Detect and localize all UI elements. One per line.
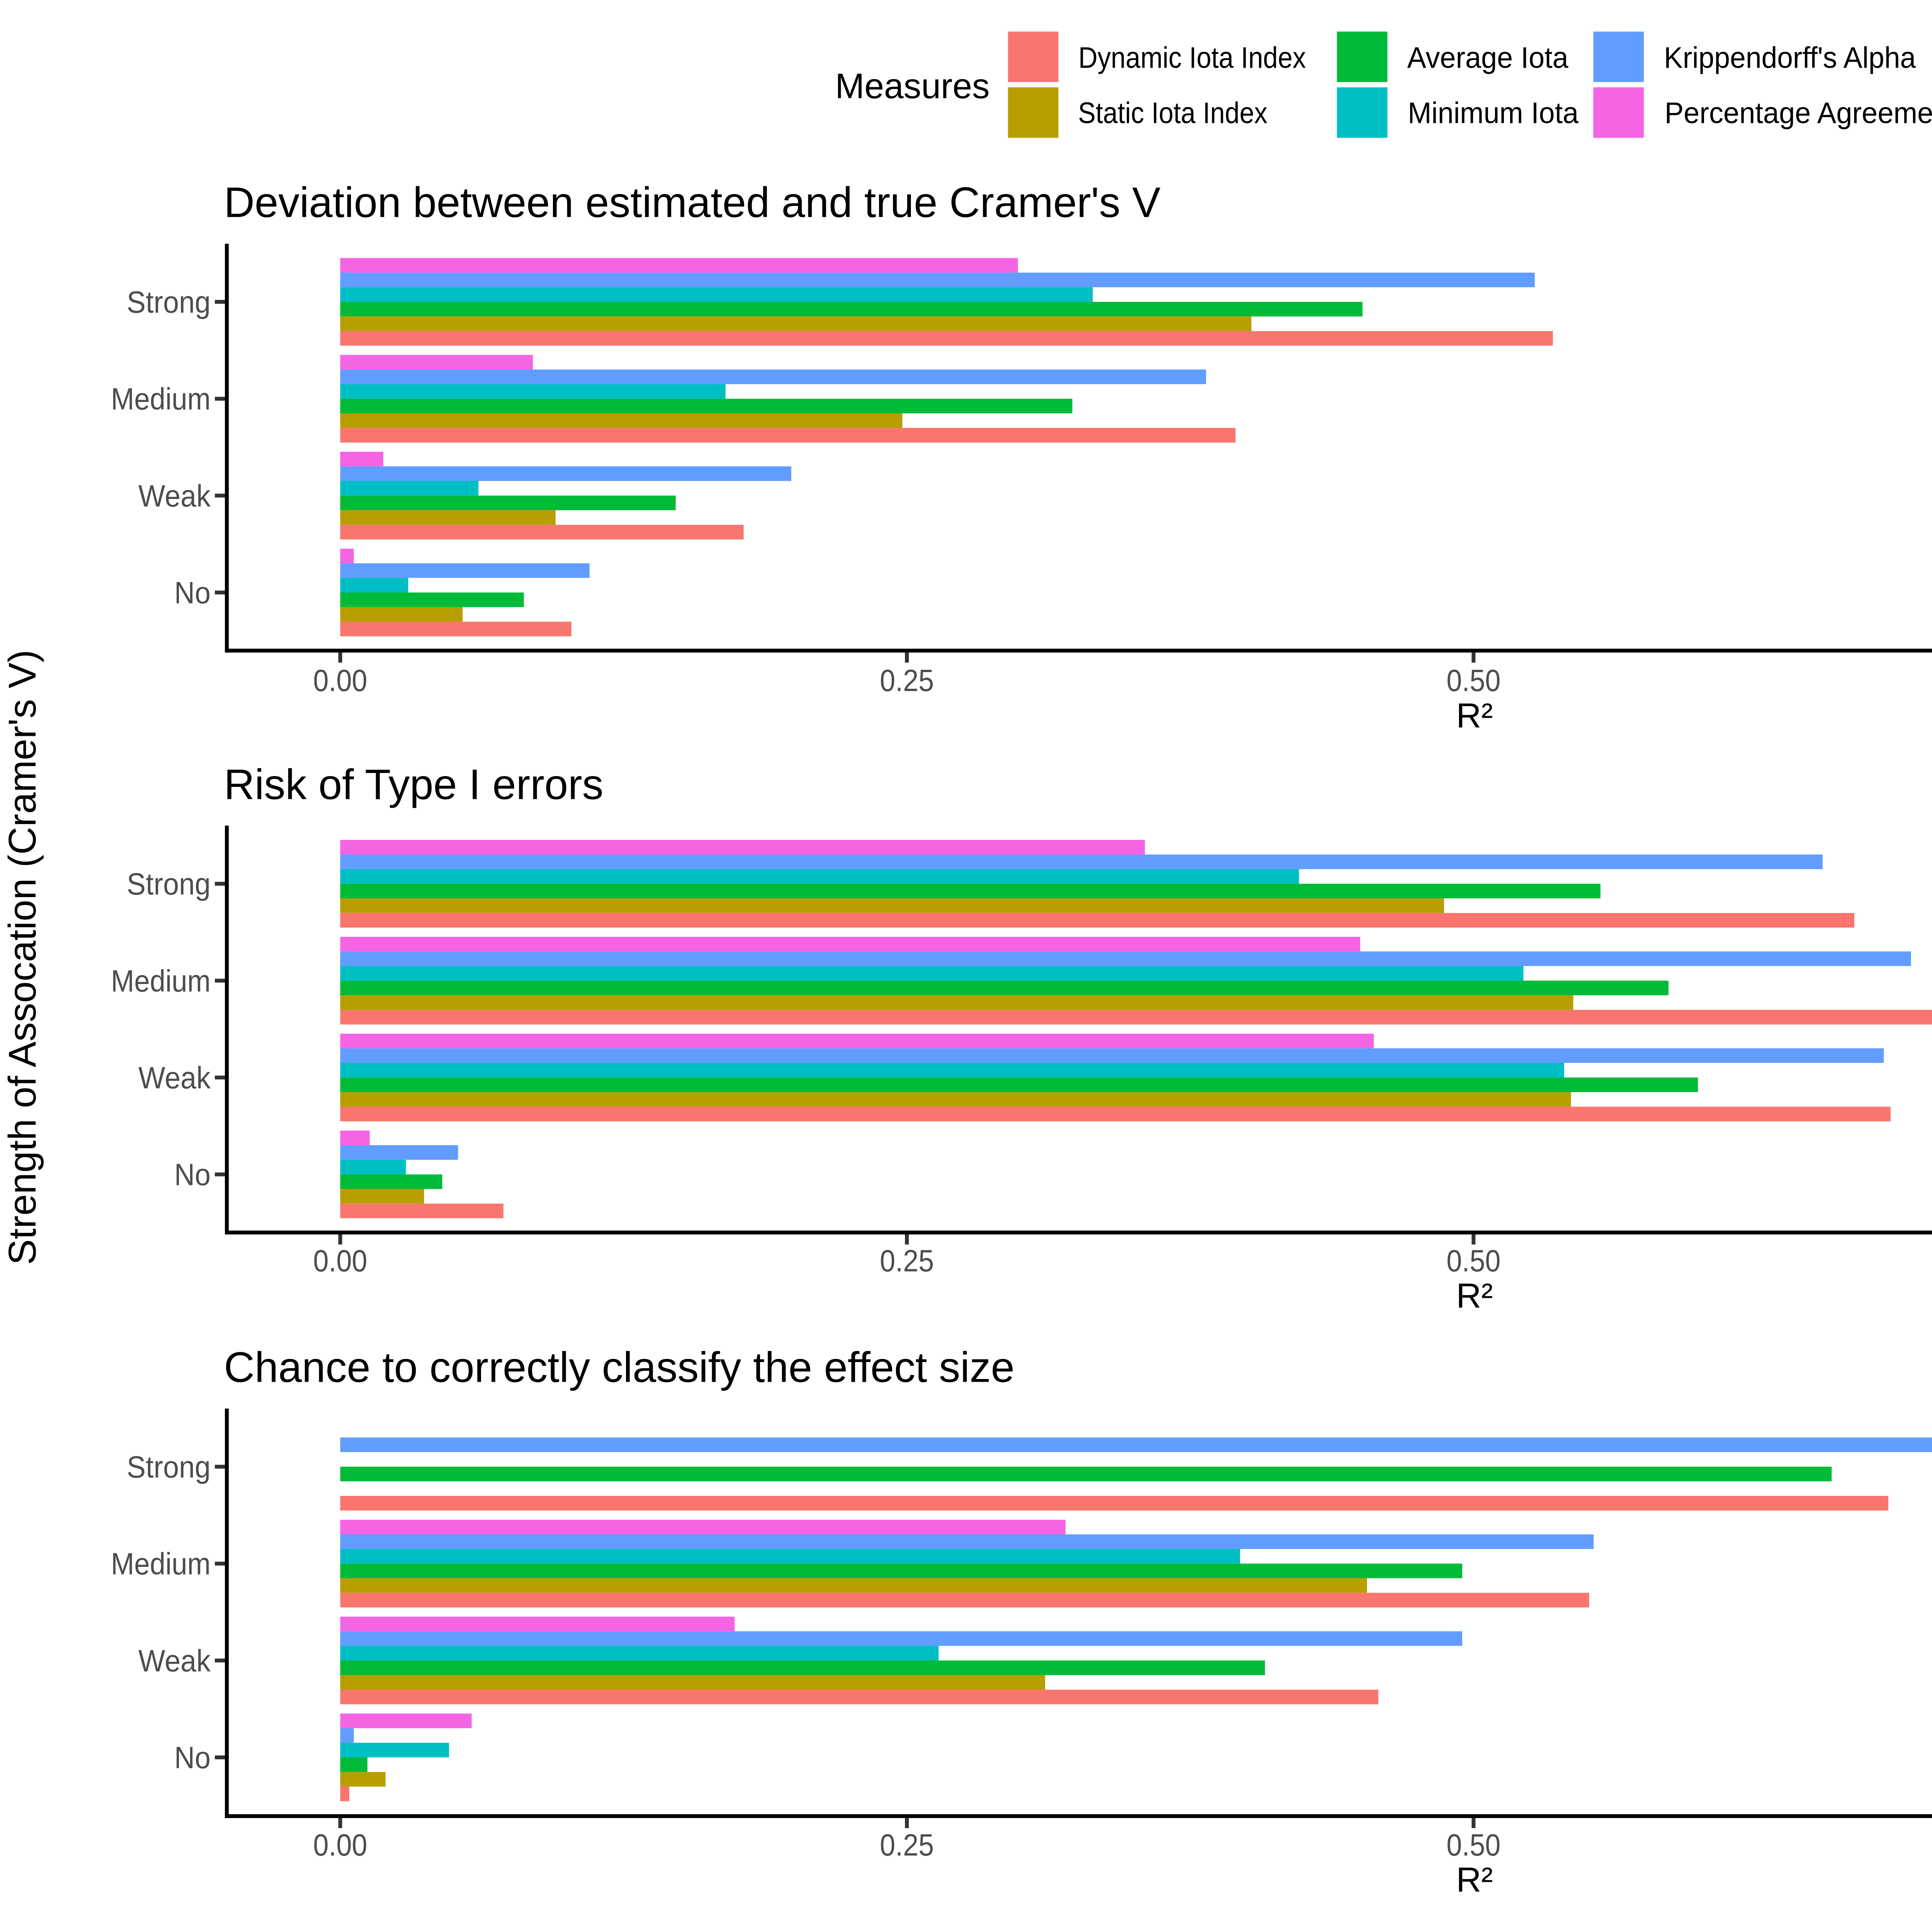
svg-text:Static Iota Index: Static Iota Index bbox=[1078, 96, 1267, 129]
svg-text:No: No bbox=[174, 575, 211, 610]
svg-text:Strong: Strong bbox=[127, 1450, 211, 1484]
svg-text:No: No bbox=[174, 1740, 211, 1775]
svg-text:0.00: 0.00 bbox=[313, 663, 367, 698]
svg-text:0.50: 0.50 bbox=[1447, 1244, 1501, 1278]
svg-text:Chance to correctly classify t: Chance to correctly classify the effect … bbox=[224, 1344, 1015, 1391]
svg-text:0.25: 0.25 bbox=[880, 1828, 934, 1862]
svg-text:Krippendorff's Alpha: Krippendorff's Alpha bbox=[1664, 41, 1916, 75]
svg-text:Medium: Medium bbox=[111, 964, 211, 998]
svg-text:Measures: Measures bbox=[835, 66, 990, 106]
svg-text:0.00: 0.00 bbox=[313, 1244, 367, 1278]
svg-text:Strength of Assocation (Cramer: Strength of Assocation (Cramer's V) bbox=[1, 650, 44, 1265]
svg-text:Weak: Weak bbox=[138, 1061, 211, 1095]
svg-text:0.00: 0.00 bbox=[313, 1828, 367, 1862]
svg-text:0.25: 0.25 bbox=[880, 1244, 934, 1278]
svg-text:0.25: 0.25 bbox=[880, 663, 934, 698]
svg-text:Weak: Weak bbox=[138, 478, 211, 513]
svg-text:No: No bbox=[174, 1158, 211, 1192]
svg-text:R²: R² bbox=[1456, 1277, 1493, 1315]
svg-text:Minimum Iota: Minimum Iota bbox=[1408, 96, 1578, 129]
svg-text:0.50: 0.50 bbox=[1447, 663, 1501, 698]
svg-text:Average Iota: Average Iota bbox=[1407, 41, 1568, 75]
svg-text:Weak: Weak bbox=[138, 1643, 211, 1678]
svg-text:R²: R² bbox=[1456, 696, 1493, 735]
svg-text:Medium: Medium bbox=[111, 1547, 211, 1581]
svg-text:Medium: Medium bbox=[111, 382, 211, 416]
svg-text:Percentage Agreement: Percentage Agreement bbox=[1665, 96, 1932, 129]
svg-text:Deviation between estimated an: Deviation between estimated and true Cra… bbox=[224, 179, 1161, 226]
svg-text:Strong: Strong bbox=[127, 867, 211, 901]
svg-text:0.50: 0.50 bbox=[1447, 1828, 1501, 1862]
svg-text:Dynamic Iota Index: Dynamic Iota Index bbox=[1078, 41, 1306, 75]
svg-text:Risk of Type I errors: Risk of Type I errors bbox=[224, 761, 604, 808]
svg-text:Strong: Strong bbox=[127, 285, 211, 319]
svg-text:R²: R² bbox=[1456, 1861, 1493, 1899]
